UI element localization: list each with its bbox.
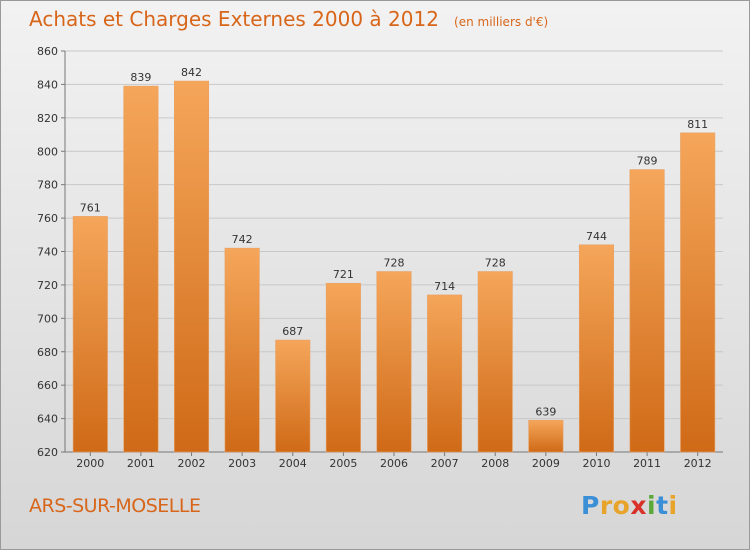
axis-layer: 620 640 660 680 700 720 740 760 780 800 820 840 860 2…	[37, 45, 723, 470]
title-row: Achats et Charges Externes 2000 à 2012 (…	[29, 7, 548, 31]
data-label: 714	[434, 280, 455, 293]
data-label: 728	[384, 257, 405, 270]
bar	[477, 271, 513, 453]
data-label: 721	[333, 268, 354, 281]
bar	[629, 169, 665, 453]
bar	[123, 85, 159, 453]
logo-letter: i	[647, 491, 657, 520]
bar	[427, 294, 463, 453]
y-tick-label: 640	[37, 413, 58, 426]
data-label: 839	[130, 71, 151, 84]
logo-letter: x	[630, 491, 647, 520]
x-tick-label: 2011	[633, 457, 661, 470]
data-label: 687	[282, 325, 303, 338]
x-tick-label: 2010	[582, 457, 610, 470]
x-tick-label: 2004	[279, 457, 307, 470]
logo-letter: r	[599, 491, 613, 520]
y-tick-label: 680	[37, 346, 58, 359]
y-tick-label: 760	[37, 212, 58, 225]
x-tick-label: 2006	[380, 457, 408, 470]
x-tick-label: 2012	[684, 457, 712, 470]
x-tick-label: 2000	[76, 457, 104, 470]
bar	[528, 419, 564, 453]
data-label: 811	[687, 118, 708, 131]
label-layer: 761 839 842 742 687 721 728 714 728 639 744 789 811	[80, 66, 708, 418]
y-tick-label: 820	[37, 112, 58, 125]
x-tick-label: 2003	[228, 457, 256, 470]
commune-name: ARS-SUR-MOSELLE	[29, 495, 201, 517]
y-tick-label: 840	[37, 78, 58, 91]
x-tick-label: 2008	[481, 457, 509, 470]
logo-letter: t	[656, 491, 669, 520]
data-label: 742	[232, 233, 253, 246]
y-tick-label: 700	[37, 312, 58, 325]
data-label: 842	[181, 66, 202, 79]
x-tick-label: 2007	[431, 457, 459, 470]
bar-layer	[72, 80, 716, 453]
logo-letter: o	[612, 491, 631, 520]
logo-letter: P	[581, 491, 600, 520]
bar	[680, 132, 716, 453]
logo-letter: i	[668, 491, 678, 520]
y-tick-label: 800	[37, 145, 58, 158]
y-tick-label: 660	[37, 379, 58, 392]
chart-subtitle: (en milliers d'€)	[454, 15, 549, 29]
bar	[325, 282, 361, 453]
bar	[224, 247, 260, 453]
chart-title: Achats et Charges Externes 2000 à 2012	[29, 7, 439, 31]
bar	[72, 216, 108, 453]
data-label: 789	[637, 155, 658, 168]
data-label: 728	[485, 257, 506, 270]
y-tick-label: 620	[37, 446, 58, 459]
y-tick-label: 720	[37, 279, 58, 292]
data-label: 744	[586, 230, 607, 243]
bar	[275, 339, 311, 453]
bar	[578, 244, 614, 453]
x-tick-label: 2002	[178, 457, 206, 470]
bar	[174, 80, 210, 453]
y-tick-label: 780	[37, 179, 58, 192]
x-tick-label: 2001	[127, 457, 155, 470]
x-tick-label: 2005	[329, 457, 357, 470]
y-tick-label: 740	[37, 246, 58, 259]
data-label: 761	[80, 201, 101, 214]
bar	[376, 271, 412, 453]
y-tick-label: 860	[37, 45, 58, 58]
x-tick-label: 2009	[532, 457, 560, 470]
data-label: 639	[535, 405, 556, 418]
proxiti-logo[interactable]: Proxiti	[581, 491, 678, 520]
